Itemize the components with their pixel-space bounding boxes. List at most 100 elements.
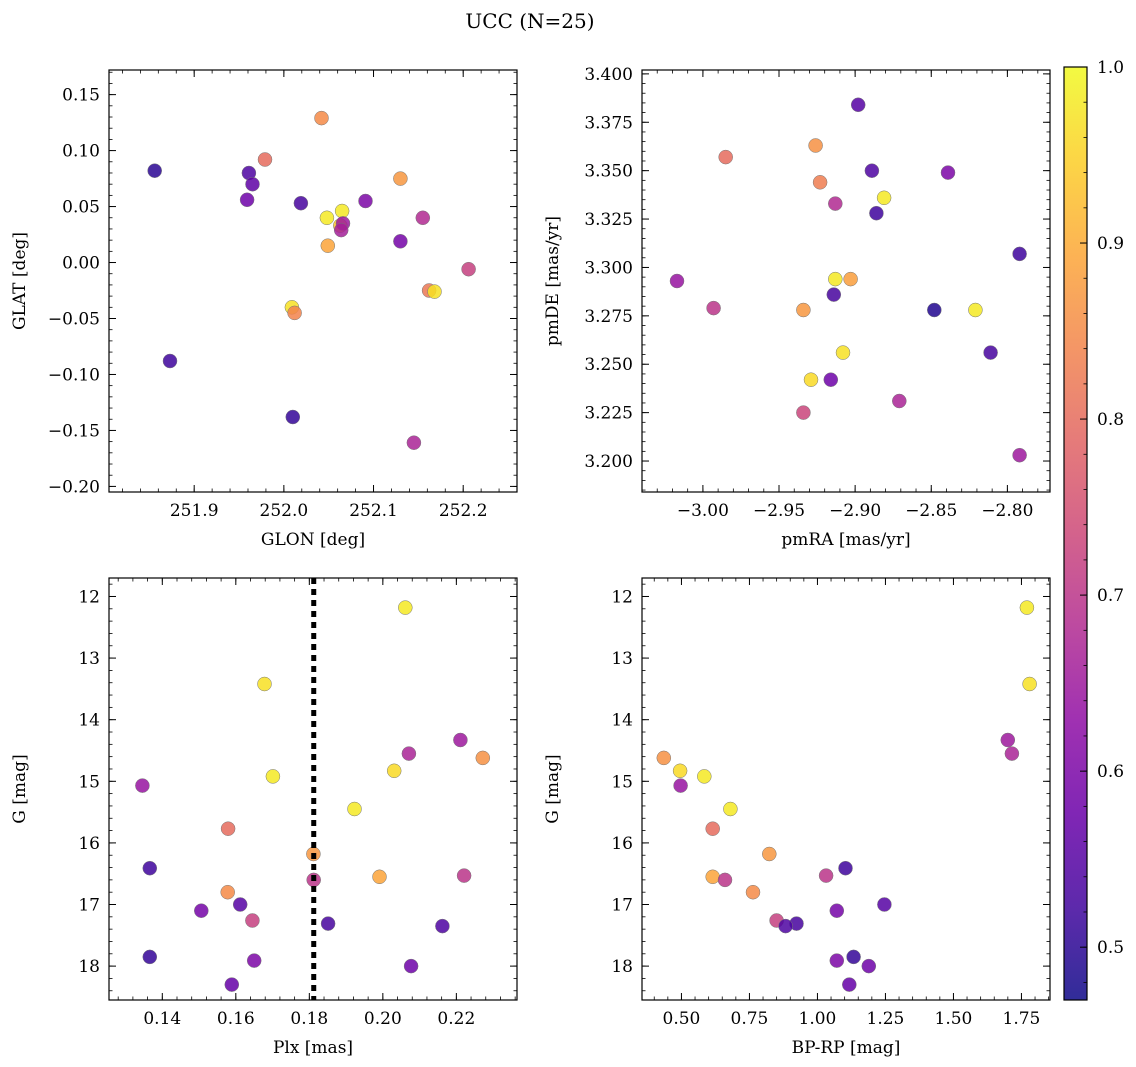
x-tick-label: −3.00 <box>677 501 729 521</box>
x-tick-label: 252.0 <box>260 501 309 521</box>
y-tick-label: 3.225 <box>584 404 633 424</box>
data-point-7 <box>850 97 866 113</box>
y-tick-label: −0.15 <box>48 421 100 441</box>
data-point-3 <box>453 732 468 748</box>
colorbar: 0.5 0.6 0.7 0.8 0.9 1.0 <box>1063 58 1124 1001</box>
panel-glon-glat: 251.9 252.0 252.1 252.2 −0.20 −0.15 −0.10 −0.05… <box>10 69 518 550</box>
data-point-19 <box>983 345 998 360</box>
y-tick-label: 14 <box>611 711 633 731</box>
data-point-23 <box>796 405 811 420</box>
data-point-21 <box>427 284 442 299</box>
scatter-points <box>669 97 1027 463</box>
data-point-6 <box>386 763 402 779</box>
y-tick-label: 14 <box>78 711 100 731</box>
scatter-points <box>135 600 491 992</box>
data-point-22 <box>142 949 158 965</box>
data-point-5 <box>475 750 491 766</box>
data-point-5 <box>812 175 828 190</box>
y-tick-label: 16 <box>78 834 100 854</box>
data-point-5 <box>239 192 255 208</box>
y-tick-label: 0.05 <box>62 198 100 218</box>
y-tick-label: 13 <box>611 649 633 669</box>
x-tick-label: −2.90 <box>829 501 881 521</box>
data-point-13 <box>333 222 349 238</box>
y-tick-label: 18 <box>611 957 633 977</box>
data-point-10 <box>220 821 236 836</box>
data-point-3 <box>1000 732 1016 748</box>
figure-title: UCC (N=25) <box>465 9 594 33</box>
data-point-4 <box>245 176 260 192</box>
data-point-16 <box>220 884 235 900</box>
panels: 251.9 252.0 252.1 252.2 −0.20 −0.15 −0.10 −0.05… <box>10 65 1051 1058</box>
data-point-17 <box>393 234 408 249</box>
data-point-17 <box>877 897 892 912</box>
data-point-2 <box>162 353 178 369</box>
data-point-1 <box>1019 600 1035 615</box>
data-point-9 <box>347 801 362 817</box>
x-tick-label: 0.16 <box>217 1009 255 1029</box>
data-point-16 <box>927 302 942 318</box>
data-point-9 <box>723 801 738 817</box>
data-point-1 <box>669 273 685 289</box>
y-tick-label: 3.275 <box>584 307 633 327</box>
data-point-16 <box>745 884 761 900</box>
x-axis-label: Plx [mas] <box>273 1038 353 1058</box>
panel-bprp-g: 0.50 0.75 1.00 1.25 1.50 1.75 12 13 14 15 16 17 18 BP… <box>543 577 1051 1058</box>
scatter-points <box>147 110 476 450</box>
x-tick-label: 1.00 <box>799 1009 837 1029</box>
data-point-19 <box>461 261 476 277</box>
y-tick-label: 3.350 <box>584 162 633 182</box>
y-tick-label: 12 <box>78 587 100 607</box>
data-point-2 <box>257 676 272 692</box>
x-axis-label: BP-RP [mag] <box>792 1038 901 1058</box>
y-tick-label: −0.10 <box>48 365 100 385</box>
y-tick-label: −0.20 <box>48 477 100 497</box>
x-tick-label: 1.50 <box>935 1009 973 1029</box>
data-point-9 <box>869 205 884 221</box>
data-point-4 <box>808 138 823 153</box>
x-tick-label: −2.85 <box>905 501 957 521</box>
data-point-25 <box>842 977 857 992</box>
data-point-14 <box>320 238 336 253</box>
data-point-19 <box>245 913 260 928</box>
colorbar-tick-label: 0.9 <box>1097 234 1124 254</box>
y-tick-label: 0.00 <box>62 254 100 274</box>
x-axis-label: pmRA [mas/yr] <box>781 530 910 550</box>
y-tick-label: 3.325 <box>584 210 633 230</box>
data-point-24 <box>861 958 877 974</box>
y-tick-label: 3.375 <box>584 113 633 133</box>
y-tick-label: 17 <box>611 896 633 916</box>
data-point-22 <box>846 949 861 965</box>
data-point-6 <box>828 196 843 211</box>
data-point-24 <box>892 393 907 409</box>
data-point-16 <box>393 171 408 186</box>
data-point-18 <box>1012 246 1027 262</box>
x-tick-label: 0.20 <box>364 1009 402 1029</box>
x-tick-label: 0.75 <box>731 1009 769 1029</box>
x-tick-label: −2.80 <box>981 501 1033 521</box>
x-tick-label: 1.25 <box>867 1009 905 1029</box>
x-tick-label: 0.18 <box>290 1009 328 1029</box>
data-point-6 <box>672 763 688 779</box>
y-tick-label: 3.300 <box>584 258 633 278</box>
data-point-13 <box>843 271 858 287</box>
data-point-6 <box>257 152 273 167</box>
data-point-20 <box>320 916 336 931</box>
y-tick-label: 3.400 <box>584 65 633 85</box>
data-point-20 <box>835 345 851 360</box>
colorbar-tick-label: 0.8 <box>1097 410 1124 430</box>
y-tick-label: 0.10 <box>62 142 100 162</box>
axes-frame <box>641 577 1051 1001</box>
data-point-5 <box>656 750 672 766</box>
data-point-18 <box>194 903 209 918</box>
data-point-7 <box>697 769 712 784</box>
data-point-11 <box>762 846 777 862</box>
data-point-21 <box>803 372 819 387</box>
x-axis-label: GLON [deg] <box>261 530 365 550</box>
data-point-14 <box>826 287 842 302</box>
data-point-23 <box>246 953 262 968</box>
data-point-12 <box>142 860 158 876</box>
data-point-1 <box>398 600 413 615</box>
y-tick-label: 13 <box>78 649 100 669</box>
